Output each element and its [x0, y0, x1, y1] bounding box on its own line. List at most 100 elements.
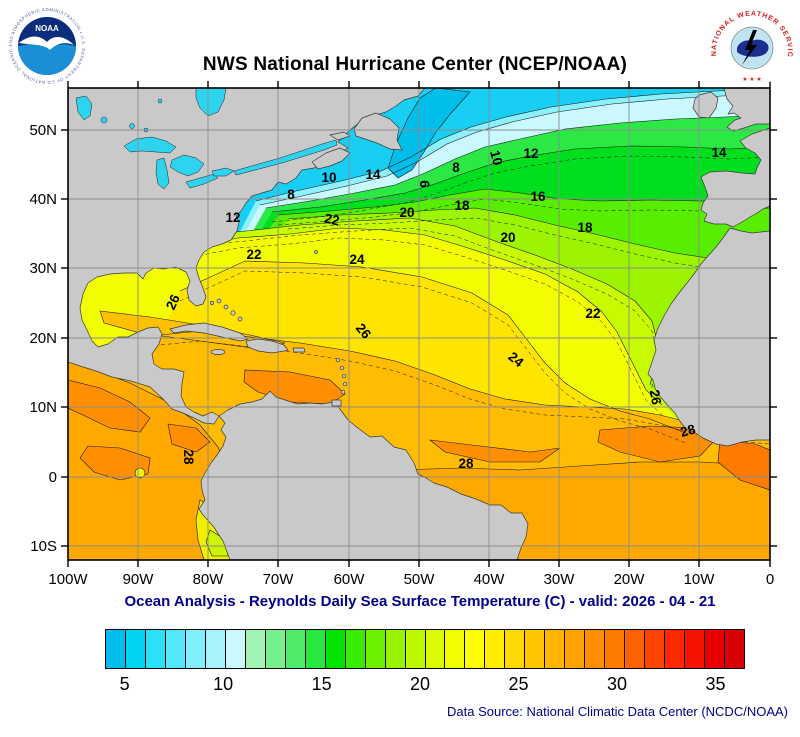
contour-label: 26 [163, 292, 183, 312]
lat-label: 10N [29, 399, 57, 416]
colorbar-cell [505, 630, 526, 668]
colorbar-cell [605, 630, 626, 668]
antilles-island [341, 373, 347, 379]
lon-label: 60W [334, 571, 366, 588]
lake-huron [169, 154, 205, 177]
south-america [198, 390, 529, 560]
contour-line-dashed [287, 217, 770, 275]
contour-line [68, 227, 663, 406]
lat-label: 0 [49, 469, 57, 486]
colorbar-tick-label: 20 [410, 674, 431, 694]
antilles-island [342, 381, 348, 387]
puerto-rico [292, 347, 306, 353]
colorbar-cell [565, 630, 586, 668]
bahamas-island [223, 304, 229, 310]
colorbar-tick-label: 25 [508, 674, 529, 694]
sst-patch [428, 439, 561, 463]
great-britain [723, 88, 770, 132]
contour-label: 8 [452, 160, 460, 175]
cuba [169, 322, 249, 342]
colorbar-cell [145, 630, 166, 668]
colorbar-cell [205, 630, 226, 668]
contour-label: 20 [500, 230, 515, 245]
contour-label: 12 [225, 210, 240, 225]
contour-label: 10 [487, 149, 505, 167]
small-lake [129, 123, 135, 129]
sst-patch [134, 467, 146, 479]
lon-label: 100W [48, 571, 88, 588]
colorbar-cell [625, 630, 646, 668]
sst-patch [717, 439, 770, 491]
colorbar-cell [645, 630, 666, 668]
lake-ontario [211, 167, 235, 177]
lat-label: 10S [30, 538, 57, 555]
contour-label: 12 [523, 146, 538, 161]
nws-stars: ★ ★ ★ [742, 76, 761, 83]
small-lake [100, 116, 108, 124]
contour-line-dashed [271, 155, 770, 223]
colorbar-cell [185, 630, 206, 668]
bahamas-island [230, 310, 236, 316]
antilles-island [335, 357, 341, 363]
hispaniola [245, 338, 289, 354]
colorbar-cell [365, 630, 386, 668]
colorbar-cell [345, 630, 366, 668]
contour-line [179, 260, 689, 435]
contour-label: 10 [321, 170, 336, 185]
contour-line [259, 93, 770, 206]
contour-label: 22 [585, 306, 600, 321]
bahamas-island [237, 316, 243, 322]
contour-label: 8 [287, 187, 295, 202]
bahamas-island [216, 298, 222, 304]
noaa-emblem-sea [18, 44, 76, 75]
lon-label: 40W [474, 571, 506, 588]
contour-label: 14 [711, 145, 727, 160]
colorbar-cell [585, 630, 606, 668]
sst-patch [597, 425, 716, 463]
contour-label: 22 [246, 247, 261, 262]
colorbar-cell [705, 630, 726, 668]
colorbar-cell [106, 630, 126, 668]
contour-label: 6 [417, 180, 432, 188]
contour-label: 28 [679, 421, 698, 440]
lon-label: 30W [544, 571, 576, 588]
nova-scotia [311, 147, 351, 170]
data-source-caption: Data Source: National Climatic Data Cent… [447, 704, 788, 719]
colorbar-cell [685, 630, 706, 668]
lon-label: 50W [404, 571, 436, 588]
noaa-gull-icon [19, 36, 74, 50]
anticosti-island [329, 131, 351, 141]
sst-patch [68, 379, 151, 433]
nws-lightning-icon [742, 30, 757, 65]
colorbar-cell [325, 630, 346, 668]
james-bay [195, 88, 227, 117]
nws-ring-text: NATIONAL WEATHER SERVICE [0, 0, 792, 58]
lon-label: 20W [614, 571, 646, 588]
contour-label: 24 [349, 252, 365, 267]
colorbar-cell [525, 630, 546, 668]
colorbar-cell [165, 630, 186, 668]
contour-label: 28 [458, 456, 474, 471]
colorbar-cell [125, 630, 146, 668]
colorbar-cell [225, 630, 246, 668]
jamaica [210, 349, 226, 355]
axis-labels: 100W 90W 80W 70W 60W 50W 40W 30W 20W 10W 0 50N 40N 30… [29, 122, 774, 588]
st-lawrence-river [233, 139, 338, 176]
noaa-logo-text: NOAA [35, 24, 59, 33]
contour-label: 16 [530, 189, 546, 204]
lat-lon-grid [68, 88, 770, 560]
colorbar-cell [445, 630, 466, 668]
lake-superior [123, 136, 177, 154]
colorbar-cell [405, 630, 426, 668]
contour-line [255, 88, 770, 202]
trinidad [331, 399, 342, 407]
contour-label: 18 [454, 198, 470, 213]
lon-label: 90W [123, 571, 155, 588]
lon-label: 0 [766, 571, 774, 588]
lake-michigan [155, 157, 170, 190]
contour-label: 20 [399, 205, 414, 220]
svg-text:NATIONAL WEATHER SERVICE: NATIONAL WEATHER SERVICE [0, 0, 793, 58]
colorbar-tick-label: 5 [119, 674, 130, 694]
iberia-france [700, 127, 770, 228]
colorbar-tick-label: 15 [311, 674, 332, 694]
